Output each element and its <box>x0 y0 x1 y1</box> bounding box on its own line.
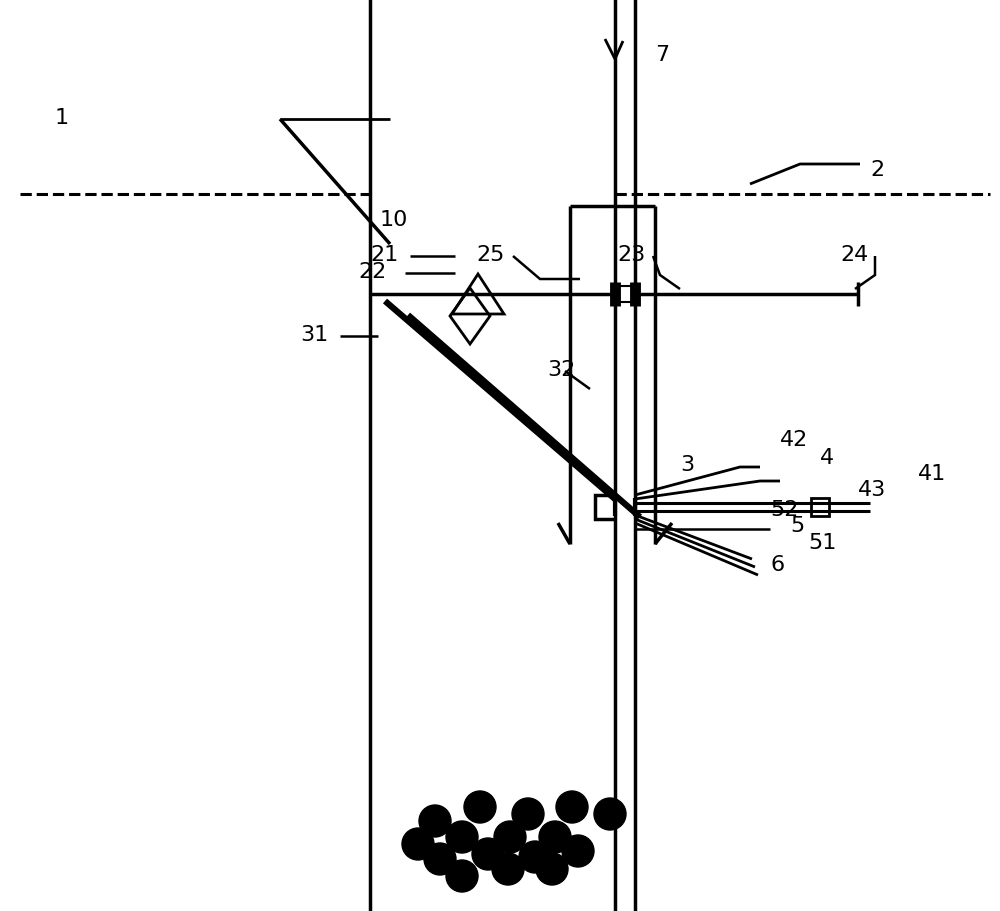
Text: 43: 43 <box>858 479 886 499</box>
Circle shape <box>402 828 434 860</box>
Text: 4: 4 <box>820 447 834 467</box>
Text: 31: 31 <box>300 324 328 344</box>
Text: 25: 25 <box>476 245 504 265</box>
Text: 1: 1 <box>55 107 69 128</box>
Circle shape <box>492 853 524 885</box>
Text: 3: 3 <box>680 455 694 475</box>
Circle shape <box>494 821 526 853</box>
Text: 23: 23 <box>617 245 645 265</box>
Text: 10: 10 <box>380 210 408 230</box>
Text: 52: 52 <box>770 499 798 519</box>
Circle shape <box>536 853 568 885</box>
Text: 21: 21 <box>370 245 398 265</box>
Circle shape <box>512 798 544 830</box>
Circle shape <box>419 805 451 837</box>
Text: 41: 41 <box>918 464 946 484</box>
Circle shape <box>446 860 478 892</box>
Circle shape <box>594 798 626 830</box>
Circle shape <box>446 821 478 853</box>
Text: 24: 24 <box>840 245 868 265</box>
Text: 32: 32 <box>547 360 575 380</box>
Circle shape <box>539 821 571 853</box>
Text: 5: 5 <box>790 516 804 536</box>
Text: 2: 2 <box>870 159 884 179</box>
Text: 6: 6 <box>770 555 784 574</box>
Circle shape <box>562 835 594 867</box>
Text: 7: 7 <box>655 45 669 65</box>
Text: 42: 42 <box>780 429 808 449</box>
Bar <box>811 498 829 517</box>
Circle shape <box>424 843 456 875</box>
Text: 51: 51 <box>808 532 836 552</box>
Circle shape <box>464 791 496 824</box>
Text: 22: 22 <box>358 261 386 281</box>
Circle shape <box>519 841 551 873</box>
Circle shape <box>472 838 504 870</box>
Circle shape <box>556 791 588 824</box>
